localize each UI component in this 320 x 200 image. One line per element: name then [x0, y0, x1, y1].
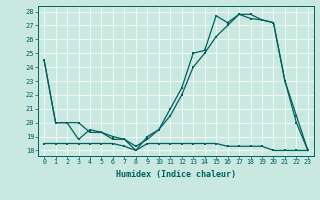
X-axis label: Humidex (Indice chaleur): Humidex (Indice chaleur) — [116, 170, 236, 179]
